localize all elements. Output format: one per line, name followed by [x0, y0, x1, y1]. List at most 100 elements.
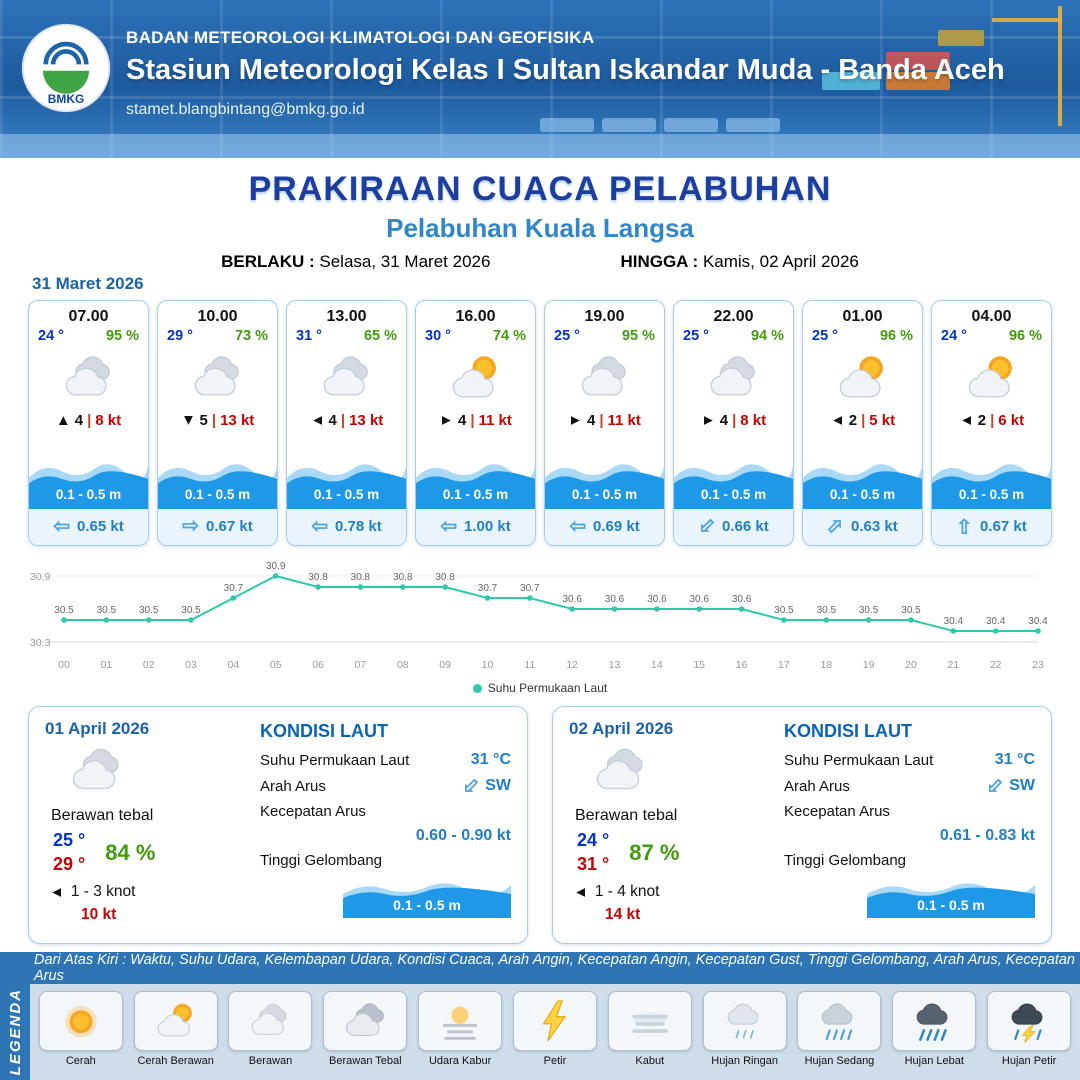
humidity: 95 %: [621, 328, 655, 344]
current-speed: 0.65 kt: [77, 517, 124, 535]
air-temperature: 25 °: [812, 328, 838, 344]
svg-text:23: 23: [1032, 659, 1044, 671]
svg-text:01: 01: [100, 659, 112, 671]
port-name: Pelabuhan Kuala Langsa: [386, 213, 694, 243]
validity-row: BERLAKU : Selasa, 31 Maret 2026 HINGGA :…: [0, 252, 1080, 272]
legend-label: Cerah: [65, 1055, 96, 1067]
current-direction-icon: ⇨: [953, 517, 976, 535]
daily-card-2: 02 April 2026 Berawan tebal 24 ° 31 ° 87…: [552, 706, 1052, 944]
air-temperature: 25 °: [554, 328, 580, 344]
wind-speed: 2: [977, 412, 987, 429]
legend-item: Cerah: [37, 991, 125, 1067]
legend-iconbox: [323, 991, 408, 1051]
legend-iconbox: [987, 991, 1072, 1051]
forecast-date: 31 Maret 2026: [32, 274, 144, 293]
legend-item: Hujan Lebat: [890, 991, 978, 1067]
chart-legend-label: Suhu Permukaan Laut: [487, 681, 608, 695]
cloud-icon: [252, 1003, 288, 1035]
humidity: 65 %: [363, 328, 397, 344]
wave-height-label: Tinggi Gelombang: [784, 852, 907, 869]
legend-label: Hujan Lebat: [904, 1055, 964, 1067]
wind-speed: 4: [586, 412, 596, 429]
current-row: ⇨ 0.63 kt: [803, 509, 922, 545]
current-row: ⇨ 0.67 kt: [932, 509, 1051, 545]
weather-icon: [834, 346, 892, 410]
legend-iconbox: [133, 991, 218, 1051]
legend-iconbox: [892, 991, 977, 1051]
forecast-card: 16.00 30 ° 74 % ▲ 4 | 11 kt 0.1 - 0.5 m ⇨ 1.00 kt: [415, 300, 536, 546]
svg-text:BMKG: BMKG: [48, 92, 85, 106]
legend-item: Hujan Sedang: [795, 991, 883, 1067]
sst-label: Suhu Permukaan Laut: [784, 751, 934, 769]
separator: |: [87, 412, 92, 429]
current-direction-icon: ⇨: [457, 772, 485, 800]
svg-text:18: 18: [820, 659, 832, 671]
sun-icon: [65, 1005, 97, 1038]
cloud-icon: [710, 356, 755, 396]
forecast-card: 22.00 25 ° 94 % ▲ 4 | 8 kt 0.1 - 0.5 m ⇨ 0.66 kt: [673, 300, 794, 546]
station-name: Stasiun Meteorologi Kelas I Sultan Iskan…: [126, 54, 1005, 86]
gust-speed: 10 kt: [81, 906, 117, 923]
wind-speed: 5: [199, 412, 208, 429]
forecast-cards-row: 07.00 24 ° 95 % ▲ 4 | 8 kt 0.1 - 0.5 m ⇨ 0.65 kt 1…: [28, 300, 1052, 546]
legend-item: Hujan Ringan: [701, 991, 789, 1067]
humidity: 96 %: [1008, 328, 1042, 344]
current-direction-icon: ⇨: [692, 512, 721, 540]
separator: |: [861, 412, 866, 429]
forecast-time: 01.00: [842, 308, 883, 325]
forecast-card: 19.00 25 ° 95 % ▲ 4 | 11 kt 0.1 - 0.5 m ⇨ 0.69 kt: [544, 300, 665, 546]
air-temperature: 24 °: [38, 328, 64, 344]
svg-text:09: 09: [439, 659, 451, 671]
header: BMKG BADAN METEOROLOGI KLIMATOLOGI DAN G…: [0, 0, 1080, 158]
temp-min: 25 °: [53, 830, 86, 850]
legend-item: Petir: [511, 991, 599, 1067]
cloud-icon: [581, 356, 626, 396]
svg-text:08: 08: [397, 659, 409, 671]
forecast-card: 04.00 24 ° 96 % ▲ 2 | 6 kt 0.1 - 0.5 m ⇨ 0.67 kt: [931, 300, 1052, 546]
thunderstorm-icon: [1011, 1003, 1043, 1043]
svg-text:30.5: 30.5: [97, 605, 117, 616]
svg-text:03: 03: [185, 659, 197, 671]
forecast-card: 10.00 29 ° 73 % ▲ 5 | 13 kt 0.1 - 0.5 m ⇨ 0.67 kt: [157, 300, 278, 546]
svg-text:10: 10: [482, 659, 494, 671]
svg-text:30.5: 30.5: [139, 605, 159, 616]
wind-speed: 4: [328, 412, 337, 429]
wave-graphic: [803, 464, 922, 509]
cloud-icon: [596, 748, 643, 790]
gust-speed: 11 kt: [607, 412, 641, 429]
wind-range: 1 - 3 knot: [70, 883, 136, 900]
current-direction-icon: ⇨: [311, 515, 329, 537]
separator: |: [340, 412, 346, 429]
gust-speed: 5 kt: [869, 412, 896, 429]
svg-text:30.5: 30.5: [817, 605, 837, 616]
svg-text:30.8: 30.8: [308, 572, 328, 583]
legend-title: LEGENDA: [6, 988, 24, 1076]
legend-label: Kabut: [635, 1055, 665, 1067]
humidity: 84 %: [105, 839, 156, 865]
wind-direction-icon: ▲: [957, 413, 975, 428]
svg-text:06: 06: [312, 659, 324, 671]
air-temperature: 25 °: [683, 328, 709, 344]
svg-text:00: 00: [58, 659, 70, 671]
daily-section: 01 April 2026 Berawan tebal 25 ° 29 ° 84…: [0, 700, 1080, 952]
current-direction-value: SW: [1009, 777, 1035, 794]
gust-speed: 13 kt: [349, 412, 384, 429]
rain-light-icon: [727, 1003, 759, 1039]
humidity: 95 %: [105, 328, 139, 344]
wind-direction-icon: ▲: [308, 413, 326, 428]
current-speed: 0.67 kt: [980, 517, 1027, 535]
weather-icon: [576, 346, 634, 410]
humidity: 94 %: [750, 328, 784, 344]
current-row: ⇨ 0.66 kt: [674, 509, 793, 545]
legend-iconbox: [418, 991, 503, 1051]
svg-text:14: 14: [651, 659, 663, 671]
sst-chart: 30.9 30.3 30.5 30.5 30.5 30.5 30.7 30.9 30.8 30.8…: [28, 554, 1052, 679]
svg-text:22: 22: [990, 659, 1002, 671]
wind-speed: 2: [848, 412, 858, 429]
current-row: ⇨ 0.78 kt: [287, 509, 406, 545]
svg-text:05: 05: [270, 659, 282, 671]
wind-speed: 4: [74, 412, 84, 429]
current-speed-label: Kecepatan Arus: [260, 803, 366, 820]
svg-text:30.8: 30.8: [351, 572, 371, 583]
